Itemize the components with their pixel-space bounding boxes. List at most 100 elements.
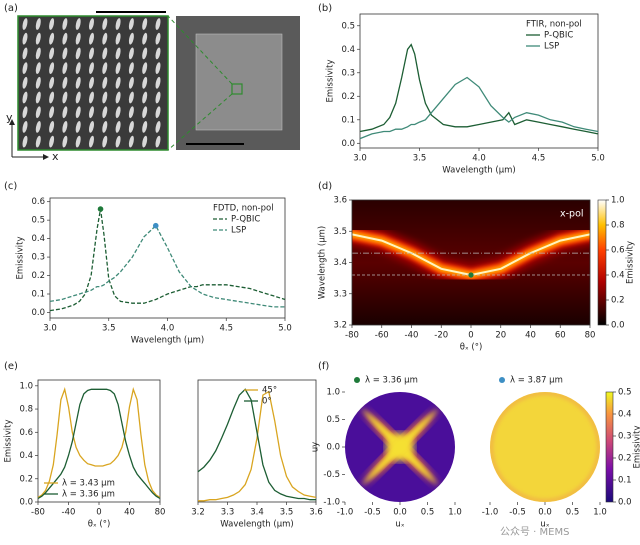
x-tick-label: 0: [96, 508, 101, 518]
pillar: [22, 135, 28, 148]
y-tick-label: 3.2: [333, 321, 347, 331]
y-tick-label: 0.6: [19, 428, 33, 438]
y-tick-label: 0.1: [341, 115, 355, 125]
pillar: [22, 62, 28, 74]
x-tick-label: 4.5: [219, 324, 233, 334]
pillar: [49, 76, 55, 89]
series-line: [49, 208, 286, 312]
legend-label: LSP: [544, 42, 559, 52]
pillar: [35, 32, 41, 45]
legend-title: FDTD, non-pol: [213, 204, 274, 214]
peak-marker: [152, 222, 159, 229]
y-tick-label: 0.3: [31, 253, 45, 263]
legend-label: LSP: [231, 226, 246, 236]
colorbar: [605, 391, 614, 503]
pillar: [142, 135, 148, 148]
colorbar: [597, 199, 607, 326]
pillar: [89, 18, 94, 30]
y-tick-label: 0.4: [31, 234, 45, 244]
pillar: [155, 135, 161, 148]
pillar: [35, 18, 41, 30]
pillar: [142, 32, 148, 45]
pillar: [62, 62, 68, 74]
pillar: [49, 135, 55, 148]
y-tick-label: 3.5: [333, 227, 347, 237]
pillar: [62, 18, 68, 30]
disk-image: [345, 392, 455, 502]
pillar: [75, 106, 81, 119]
pillar: [62, 106, 68, 119]
y-tick-label: 0.8: [19, 405, 33, 415]
series-line: [37, 388, 161, 500]
sem-images: [9, 11, 300, 160]
pillar: [89, 135, 94, 148]
pillar: [49, 47, 55, 60]
x-axis-label: θₓ (°): [460, 343, 483, 353]
panel-title: λ = 3.87 μm: [510, 376, 563, 386]
pillar: [35, 62, 41, 74]
pillar: [75, 76, 81, 89]
y-tick-label: 0.5: [31, 216, 45, 226]
disk-image: [490, 392, 600, 502]
pillar: [128, 135, 134, 148]
disk-bg: [490, 392, 600, 502]
x-tick-label: 1.0: [593, 508, 607, 518]
y-tick-label: 0.0: [19, 498, 33, 508]
pillar: [142, 121, 148, 133]
x-tick-label: 0.0: [393, 508, 407, 518]
pillar: [35, 76, 41, 89]
pillar: [128, 106, 134, 119]
disk-edge: [490, 392, 600, 502]
arrow-head: [9, 119, 49, 160]
pillar: [102, 76, 108, 89]
pillar: [49, 32, 55, 45]
colorbar-tick-label: 0.5: [618, 388, 632, 398]
colorbar-tick-label: 0.8: [611, 221, 625, 231]
colorbar-label: Emissivity: [626, 241, 636, 284]
heatmap-bg: [352, 200, 590, 325]
x-tick-label: 0.5: [566, 508, 580, 518]
title-marker: [354, 377, 360, 383]
y-axis-label: Emissivity: [326, 60, 336, 103]
x-tick-label: 40: [525, 331, 536, 341]
y-tick-label: 0.1: [31, 290, 45, 300]
x-tick-label: 0: [468, 331, 473, 341]
pillar: [155, 32, 161, 45]
point: [468, 272, 474, 278]
y-tick-label: 0.4: [341, 45, 355, 55]
pillar: [115, 106, 121, 119]
y-tick-label: 0.0: [326, 443, 340, 453]
y-axis-label: Emissivity: [16, 237, 26, 280]
pillar: [115, 135, 121, 148]
x-tick-label: 3.5: [102, 324, 116, 334]
pillar: [142, 47, 148, 60]
y-tick-label: 1.0: [19, 381, 33, 391]
pillar: [62, 121, 68, 133]
panel-label: (f): [318, 361, 329, 372]
pillar: [128, 62, 134, 74]
pillar: [75, 32, 81, 45]
pillar: [49, 106, 55, 119]
colorbar-tick-label: 0.1: [618, 476, 632, 486]
pillar: [102, 18, 108, 30]
pillar: [35, 106, 41, 119]
colorbar-tick-label: 0.4: [618, 410, 632, 420]
pillar: [35, 91, 41, 104]
y-tick-label: 3.6: [333, 196, 347, 206]
pillar: [22, 32, 28, 45]
legend-title: FTIR, non-pol: [526, 20, 582, 30]
legend-label: λ = 3.36 μm: [62, 490, 115, 500]
y-tick-label: 0.5: [341, 21, 355, 31]
x-axis-label: Wavelength (μm): [220, 520, 293, 530]
pillars: [22, 18, 161, 148]
y-tick-label: 1.0: [326, 388, 340, 398]
pillar: [75, 18, 81, 30]
pillar: [102, 121, 108, 133]
x-tick-label: -40: [62, 508, 76, 518]
axis-label: x: [52, 150, 59, 163]
y-tick-label: 3.3: [333, 289, 347, 299]
x-tick-label: 3.2: [191, 508, 205, 518]
pillar: [115, 121, 121, 133]
x-tick-label: 20: [495, 331, 506, 341]
